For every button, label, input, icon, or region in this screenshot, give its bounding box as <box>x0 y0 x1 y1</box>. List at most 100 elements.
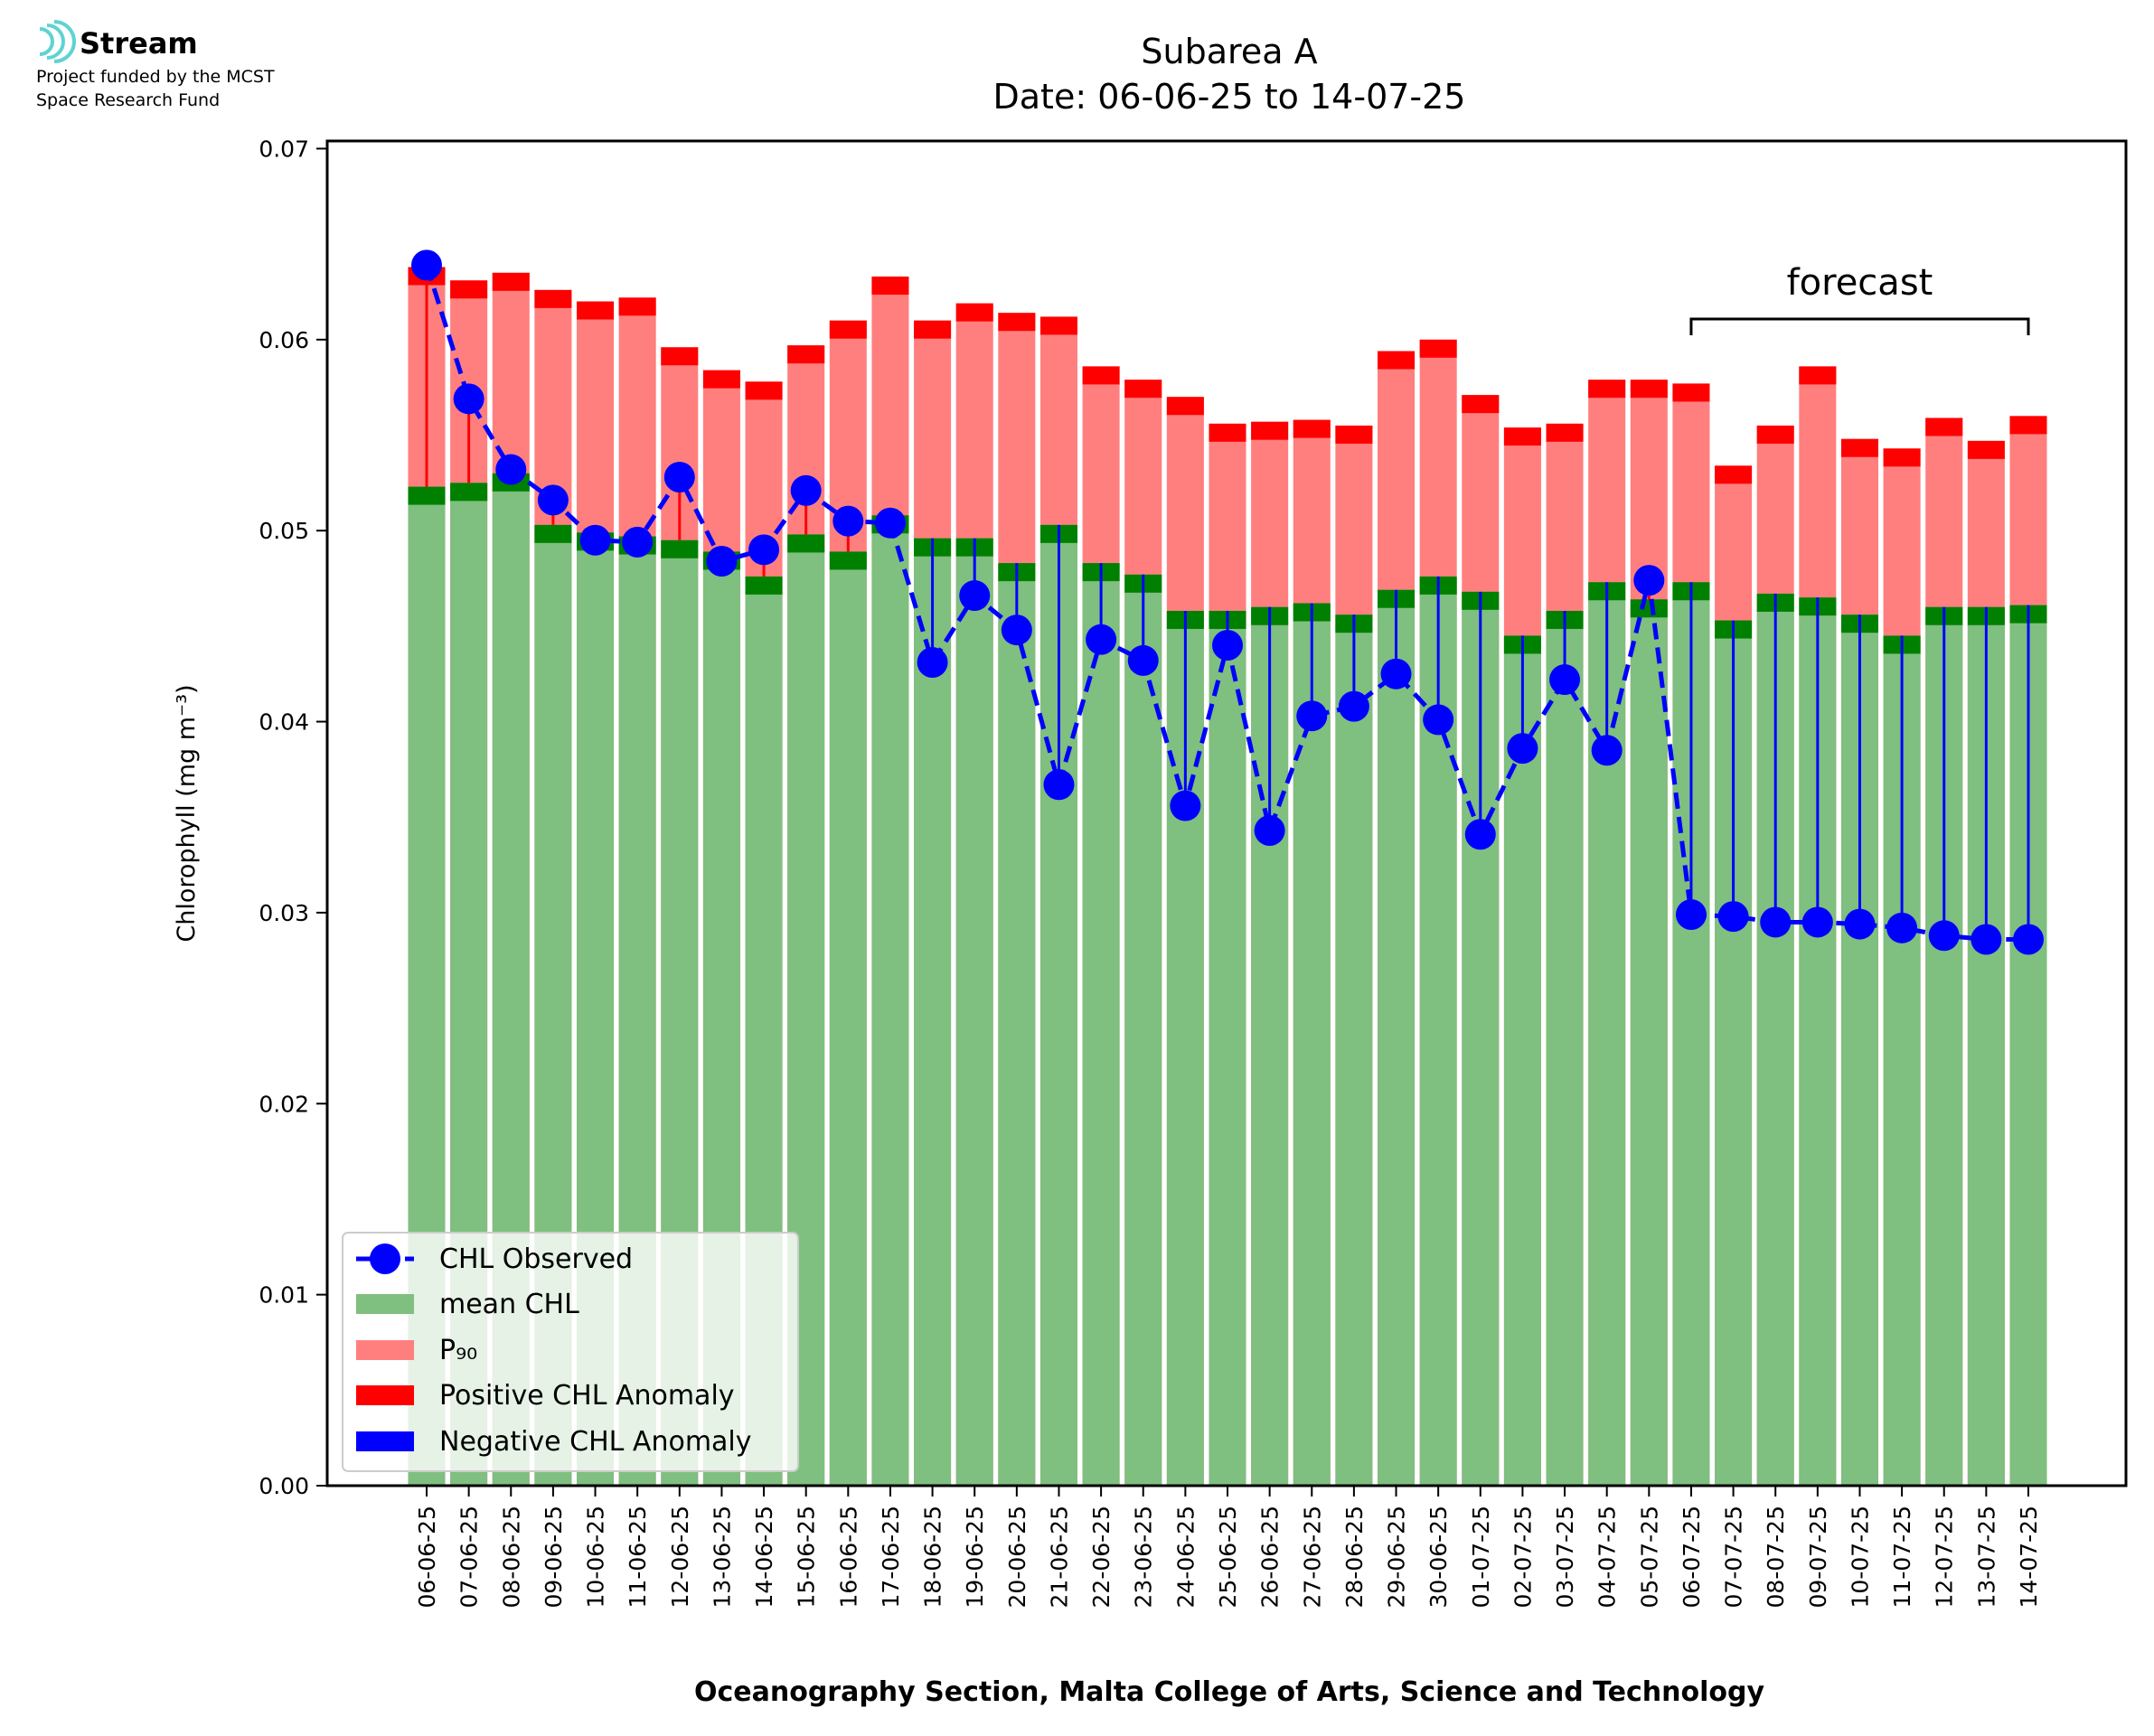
p90-band <box>1209 423 1246 442</box>
x-tick-label: 18-06-25 <box>920 1506 946 1608</box>
p90-band <box>1039 316 1077 335</box>
y-tick-label: 0.01 <box>259 1282 309 1309</box>
p90-band <box>955 303 993 322</box>
observed-marker <box>917 647 948 679</box>
observed-marker <box>1675 899 1707 931</box>
observed-marker <box>1127 644 1159 676</box>
mean-bar <box>998 563 1036 1486</box>
observed-marker <box>495 454 527 485</box>
p90-band <box>534 289 572 308</box>
p90-band <box>1840 438 1878 457</box>
p90-band <box>871 277 909 296</box>
x-tick-label: 01-07-25 <box>1468 1506 1494 1608</box>
x-tick-label: 14-06-25 <box>751 1506 777 1608</box>
observed-marker <box>874 507 906 539</box>
x-tick-label: 06-06-25 <box>414 1506 440 1608</box>
x-tick-label: 09-06-25 <box>541 1506 567 1608</box>
x-tick-label: 06-07-25 <box>1679 1506 1705 1608</box>
observed-marker <box>1844 908 1876 940</box>
legend-swatch <box>356 1431 414 1451</box>
legend: CHL Observed mean CHL P₉₀ Positive CHL Anom… <box>342 1232 799 1472</box>
observed-marker <box>1254 815 1285 847</box>
mean-band <box>745 576 783 595</box>
forecast-bracket <box>1689 317 2030 335</box>
legend-label: CHL Observed <box>439 1243 633 1275</box>
p90-band <box>661 347 699 366</box>
x-tick-label: 02-07-25 <box>1510 1506 1536 1608</box>
p90-band <box>787 345 825 364</box>
legend-swatch <box>356 1385 414 1405</box>
mean-band <box>450 483 488 502</box>
legend-marker <box>370 1243 400 1274</box>
observed-marker <box>1971 924 2002 955</box>
mean-band <box>408 486 446 505</box>
x-tick-label: 12-07-25 <box>1932 1506 1958 1608</box>
logo-arc <box>53 20 76 63</box>
observed-marker <box>1296 700 1328 732</box>
observed-marker <box>1464 819 1496 850</box>
mean-bar <box>1293 603 1331 1486</box>
observed-marker <box>1212 630 1243 661</box>
observed-marker <box>1928 920 1960 952</box>
p90-band <box>998 313 1036 332</box>
y-tick-label: 0.02 <box>259 1091 309 1117</box>
observed-marker <box>1760 906 1792 938</box>
observed-marker <box>1043 769 1075 801</box>
x-tick-label: 19-06-25 <box>962 1506 988 1608</box>
mean-bar <box>871 515 909 1486</box>
p90-band <box>1967 440 2005 459</box>
y-tick-label: 0.07 <box>259 136 309 162</box>
observed-marker <box>2013 924 2044 955</box>
observed-marker <box>622 526 654 558</box>
logo-arc <box>46 23 65 60</box>
observed-marker <box>706 546 738 577</box>
observed-marker <box>579 524 611 556</box>
mean-bar <box>955 538 993 1486</box>
x-tick-label: 22-06-25 <box>1088 1506 1115 1608</box>
p90-band <box>1672 383 1710 402</box>
legend-swatch <box>356 1294 414 1314</box>
observed-marker <box>537 484 569 516</box>
x-tick-label: 03-07-25 <box>1552 1506 1578 1608</box>
p90-band <box>492 272 530 291</box>
x-tick-label: 13-06-25 <box>709 1506 735 1608</box>
chart-title: Subarea A <box>1141 32 1317 71</box>
p90-band <box>829 320 867 339</box>
p90-band <box>1166 397 1204 416</box>
x-tick-label: 12-06-25 <box>667 1506 693 1608</box>
p90-band <box>1124 380 1162 399</box>
forecast-label: forecast <box>1787 262 1933 304</box>
observed-marker <box>1801 906 1833 938</box>
mean-bar <box>1630 599 1668 1486</box>
x-tick-label: 23-06-25 <box>1131 1506 1157 1608</box>
mean-bar <box>1209 610 1246 1486</box>
x-tick-label: 21-06-25 <box>1046 1506 1072 1608</box>
x-tick-label: 26-06-25 <box>1257 1506 1284 1608</box>
p90-band <box>1462 395 1500 414</box>
x-tick-label: 14-07-25 <box>2016 1506 2042 1608</box>
observed-marker <box>1170 790 1201 821</box>
observed-marker <box>1001 615 1032 646</box>
logo-line: Space Research Fund <box>36 90 220 110</box>
x-tick-label: 05-07-25 <box>1636 1506 1662 1608</box>
legend-box <box>342 1232 799 1472</box>
p90-band <box>745 381 783 400</box>
mean-bar <box>1124 574 1162 1486</box>
observed-marker <box>1507 733 1538 765</box>
x-tick-label: 28-06-25 <box>1341 1506 1368 1608</box>
x-tick-label: 04-07-25 <box>1594 1506 1621 1608</box>
p90-band <box>914 320 952 339</box>
x-tick-label: 16-06-25 <box>835 1506 861 1608</box>
observed-marker <box>1591 735 1623 766</box>
legend-label: Positive CHL Anomaly <box>439 1380 735 1412</box>
observed-marker <box>1423 704 1454 736</box>
mean-band <box>1630 599 1668 618</box>
mean-band <box>829 551 867 570</box>
observed-marker <box>1886 912 1918 943</box>
y-tick-label: 0.06 <box>259 327 309 353</box>
p90-band <box>1293 419 1331 438</box>
observed-marker <box>663 462 695 493</box>
p90-band <box>1251 421 1289 440</box>
observed-marker <box>1549 664 1581 696</box>
x-tick-label: 29-06-25 <box>1384 1506 1410 1608</box>
